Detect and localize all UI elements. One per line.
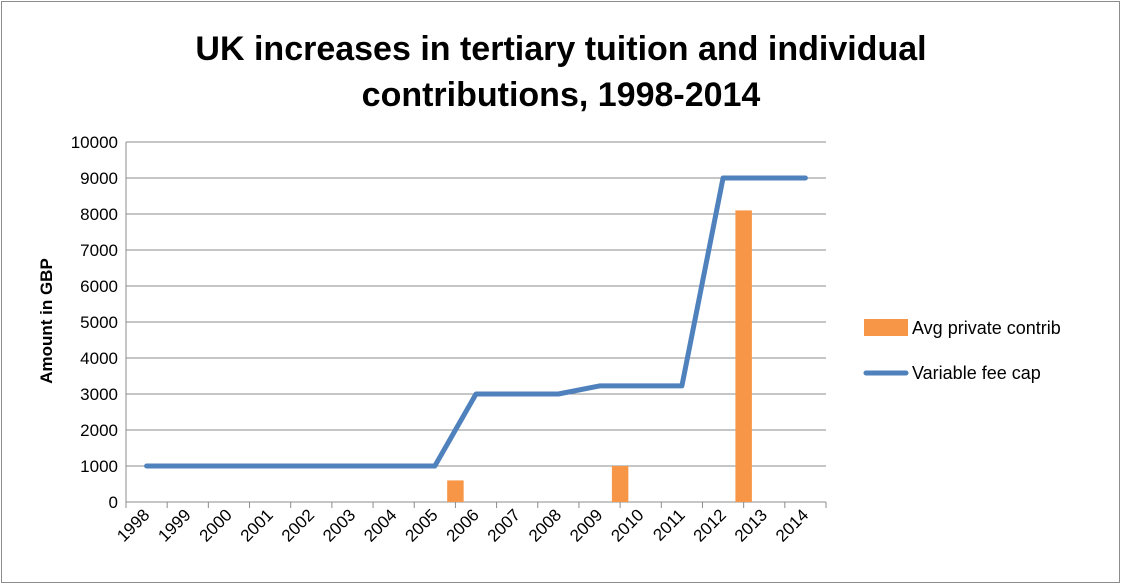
x-tick-label: 2000	[196, 505, 236, 545]
y-tick-label: 9000	[80, 169, 118, 188]
bar	[611, 466, 629, 502]
x-tick-label: 2003	[319, 505, 359, 545]
x-tick-label: 2012	[690, 505, 730, 545]
y-tick-labels: 0 1000 2000 3000 4000 5000 6000 7000 8000 9000 100…	[71, 133, 118, 512]
legend-label-bar: Avg private contrib	[912, 318, 1061, 338]
grid-layer	[125, 141, 827, 508]
x-tick-label: 2013	[731, 505, 771, 545]
y-tick-label: 10000	[71, 133, 118, 152]
bar-series	[447, 210, 752, 502]
y-tick-label: 4000	[80, 349, 118, 368]
y-tick-label: 3000	[80, 385, 118, 404]
x-tick-label: 1998	[113, 505, 153, 545]
y-tick-label: 0	[109, 493, 118, 512]
chart-title-line1: UK increases in tertiary tuition and ind…	[195, 30, 926, 68]
x-tick-label: 2004	[360, 505, 400, 545]
y-tick-label: 5000	[80, 313, 118, 332]
x-tick-label: 2006	[443, 505, 483, 545]
x-tick-label: 2008	[525, 505, 565, 545]
legend-swatch-bar	[864, 319, 908, 336]
y-tick-label: 1000	[80, 457, 118, 476]
x-tick-label: 2001	[237, 505, 277, 545]
legend-label-line: Variable fee cap	[912, 363, 1041, 383]
x-tick-label: 1999	[154, 505, 194, 545]
x-tick-label: 2009	[566, 505, 606, 545]
x-tick-labels: 1998 1999 2000 2001 2002 2003 2004 2005 2006 2007…	[113, 505, 812, 545]
x-tick-label: 2014	[772, 505, 812, 545]
y-tick-label: 6000	[80, 277, 118, 296]
y-tick-label: 8000	[80, 205, 118, 224]
x-tick-label: 2011	[649, 505, 688, 544]
chart-title-line2: contributions, 1998-2014	[362, 76, 761, 114]
bar	[735, 210, 752, 502]
bar	[447, 480, 464, 502]
line-series	[144, 175, 808, 469]
y-axis-label: Amount in GBP	[37, 258, 56, 384]
x-tick-label: 2002	[278, 505, 318, 545]
y-tick-label: 7000	[80, 241, 118, 260]
legend: Avg private contrib Variable fee cap	[863, 318, 1061, 383]
x-tick-label: 2010	[607, 505, 647, 545]
x-tick-label: 2007	[484, 505, 524, 545]
y-tick-label: 2000	[80, 421, 118, 440]
x-tick-label: 2005	[401, 505, 441, 545]
